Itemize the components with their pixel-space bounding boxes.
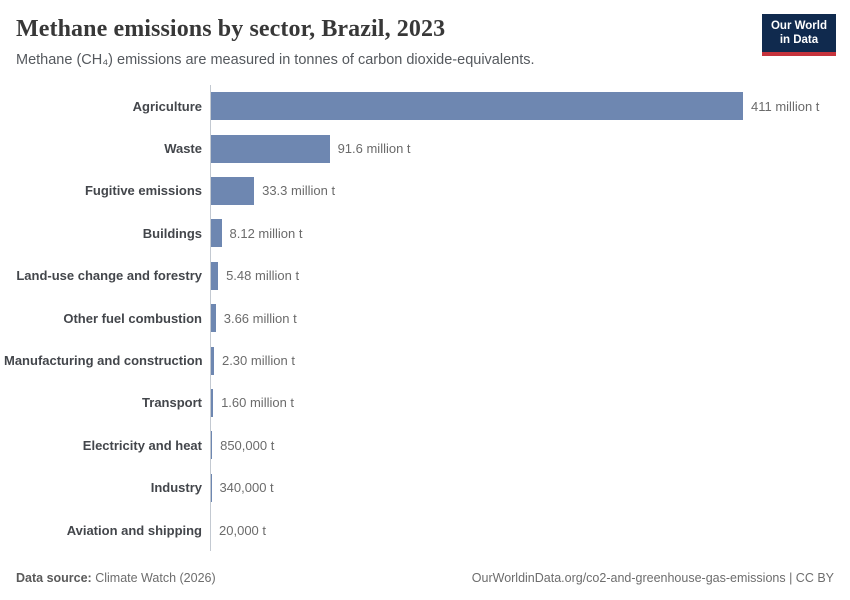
bar[interactable] — [211, 388, 214, 417]
bar[interactable] — [211, 431, 213, 460]
chart-row: Other fuel combustion 3.66 million t — [4, 296, 850, 340]
value-label: 8.12 million t — [229, 225, 303, 241]
bar-area: 411 million t — [210, 85, 850, 128]
bar-area: 2.30 million t — [210, 339, 850, 382]
category-label: Electricity and heat — [82, 437, 202, 453]
bar-area: 20,000 t — [210, 508, 850, 552]
category-label: Manufacturing and construction — [4, 353, 203, 369]
bar-area: 850,000 t — [210, 424, 850, 467]
chart-row: Transport 1.60 million t — [4, 381, 850, 425]
category-label: Buildings — [142, 225, 202, 241]
chart-header: Methane emissions by sector, Brazil, 202… — [0, 0, 850, 68]
chart-row: Buildings 8.12 million t — [4, 212, 850, 255]
category-label: Industry — [150, 480, 202, 496]
data-source-value: Climate Watch (2026) — [95, 571, 216, 585]
category-label: Agriculture — [132, 98, 202, 114]
bar-chart: Agriculture 411 million t Waste 91.6 millio… — [0, 85, 850, 552]
category-label: Aviation and shipping — [66, 522, 202, 538]
value-label: 3.66 million t — [223, 310, 297, 326]
bar-area: 1.60 million t — [210, 381, 850, 425]
bar-area: 340,000 t — [210, 466, 850, 509]
bar[interactable] — [211, 346, 214, 375]
chart-row: Fugitive emissions 33.3 million t — [4, 169, 850, 213]
page-title: Methane emissions by sector, Brazil, 202… — [16, 16, 446, 42]
bar-area: 33.3 million t — [210, 169, 850, 213]
value-label: 33.3 million t — [262, 183, 336, 199]
category-label: Fugitive emissions — [84, 183, 202, 199]
bar-area: 8.12 million t — [210, 212, 850, 255]
chart-row: Manufacturing and construction 2.30 milli… — [4, 339, 850, 382]
bar[interactable] — [211, 304, 216, 333]
category-label: Waste — [164, 141, 202, 157]
value-label: 5.48 million t — [226, 268, 300, 284]
value-label: 340,000 t — [219, 480, 274, 496]
chart-footer: Data source: Climate Watch (2026) OurWor… — [16, 571, 834, 585]
bar-area: 3.66 million t — [210, 296, 850, 340]
chart-row: Land-use change and forestry 5.48 million… — [4, 254, 850, 297]
chart-row: Electricity and heat 850,000 t — [4, 424, 850, 467]
value-label: 411 million t — [751, 98, 820, 114]
chart-row: Agriculture 411 million t — [4, 85, 850, 128]
bar[interactable] — [211, 92, 743, 121]
category-label: Other fuel combustion — [63, 310, 202, 326]
bar-area: 91.6 million t — [210, 127, 850, 170]
chart-row: Waste 91.6 million t — [4, 127, 850, 170]
bar[interactable] — [211, 176, 255, 205]
owid-logo-line1: Our World — [770, 20, 827, 32]
category-label: Land-use change and forestry — [16, 268, 202, 284]
owid-logo-line2: in Data — [779, 34, 819, 47]
data-source: Data source: Climate Watch (2026) — [16, 571, 216, 585]
bar[interactable] — [211, 134, 330, 163]
bar[interactable] — [211, 261, 219, 290]
value-label: 1.60 million t — [221, 395, 295, 411]
value-label: 91.6 million t — [337, 141, 411, 157]
value-label: 20,000 t — [219, 522, 267, 538]
data-source-label: Data source: — [16, 571, 92, 585]
chart-row: Industry 340,000 t — [4, 466, 850, 509]
bar-area: 5.48 million t — [210, 254, 850, 297]
category-label: Transport — [142, 395, 202, 411]
chart-subtitle: Methane (CH₄) emissions are measured in … — [16, 52, 535, 68]
chart-row: Aviation and shipping 20,000 t — [4, 508, 850, 552]
value-label: 2.30 million t — [221, 353, 295, 369]
attribution-link[interactable]: OurWorldinData.org/co2-and-greenhouse-ga… — [471, 571, 834, 585]
owid-logo[interactable]: Our World in Data — [761, 14, 836, 56]
bar[interactable] — [211, 219, 222, 248]
value-label: 850,000 t — [220, 437, 275, 453]
